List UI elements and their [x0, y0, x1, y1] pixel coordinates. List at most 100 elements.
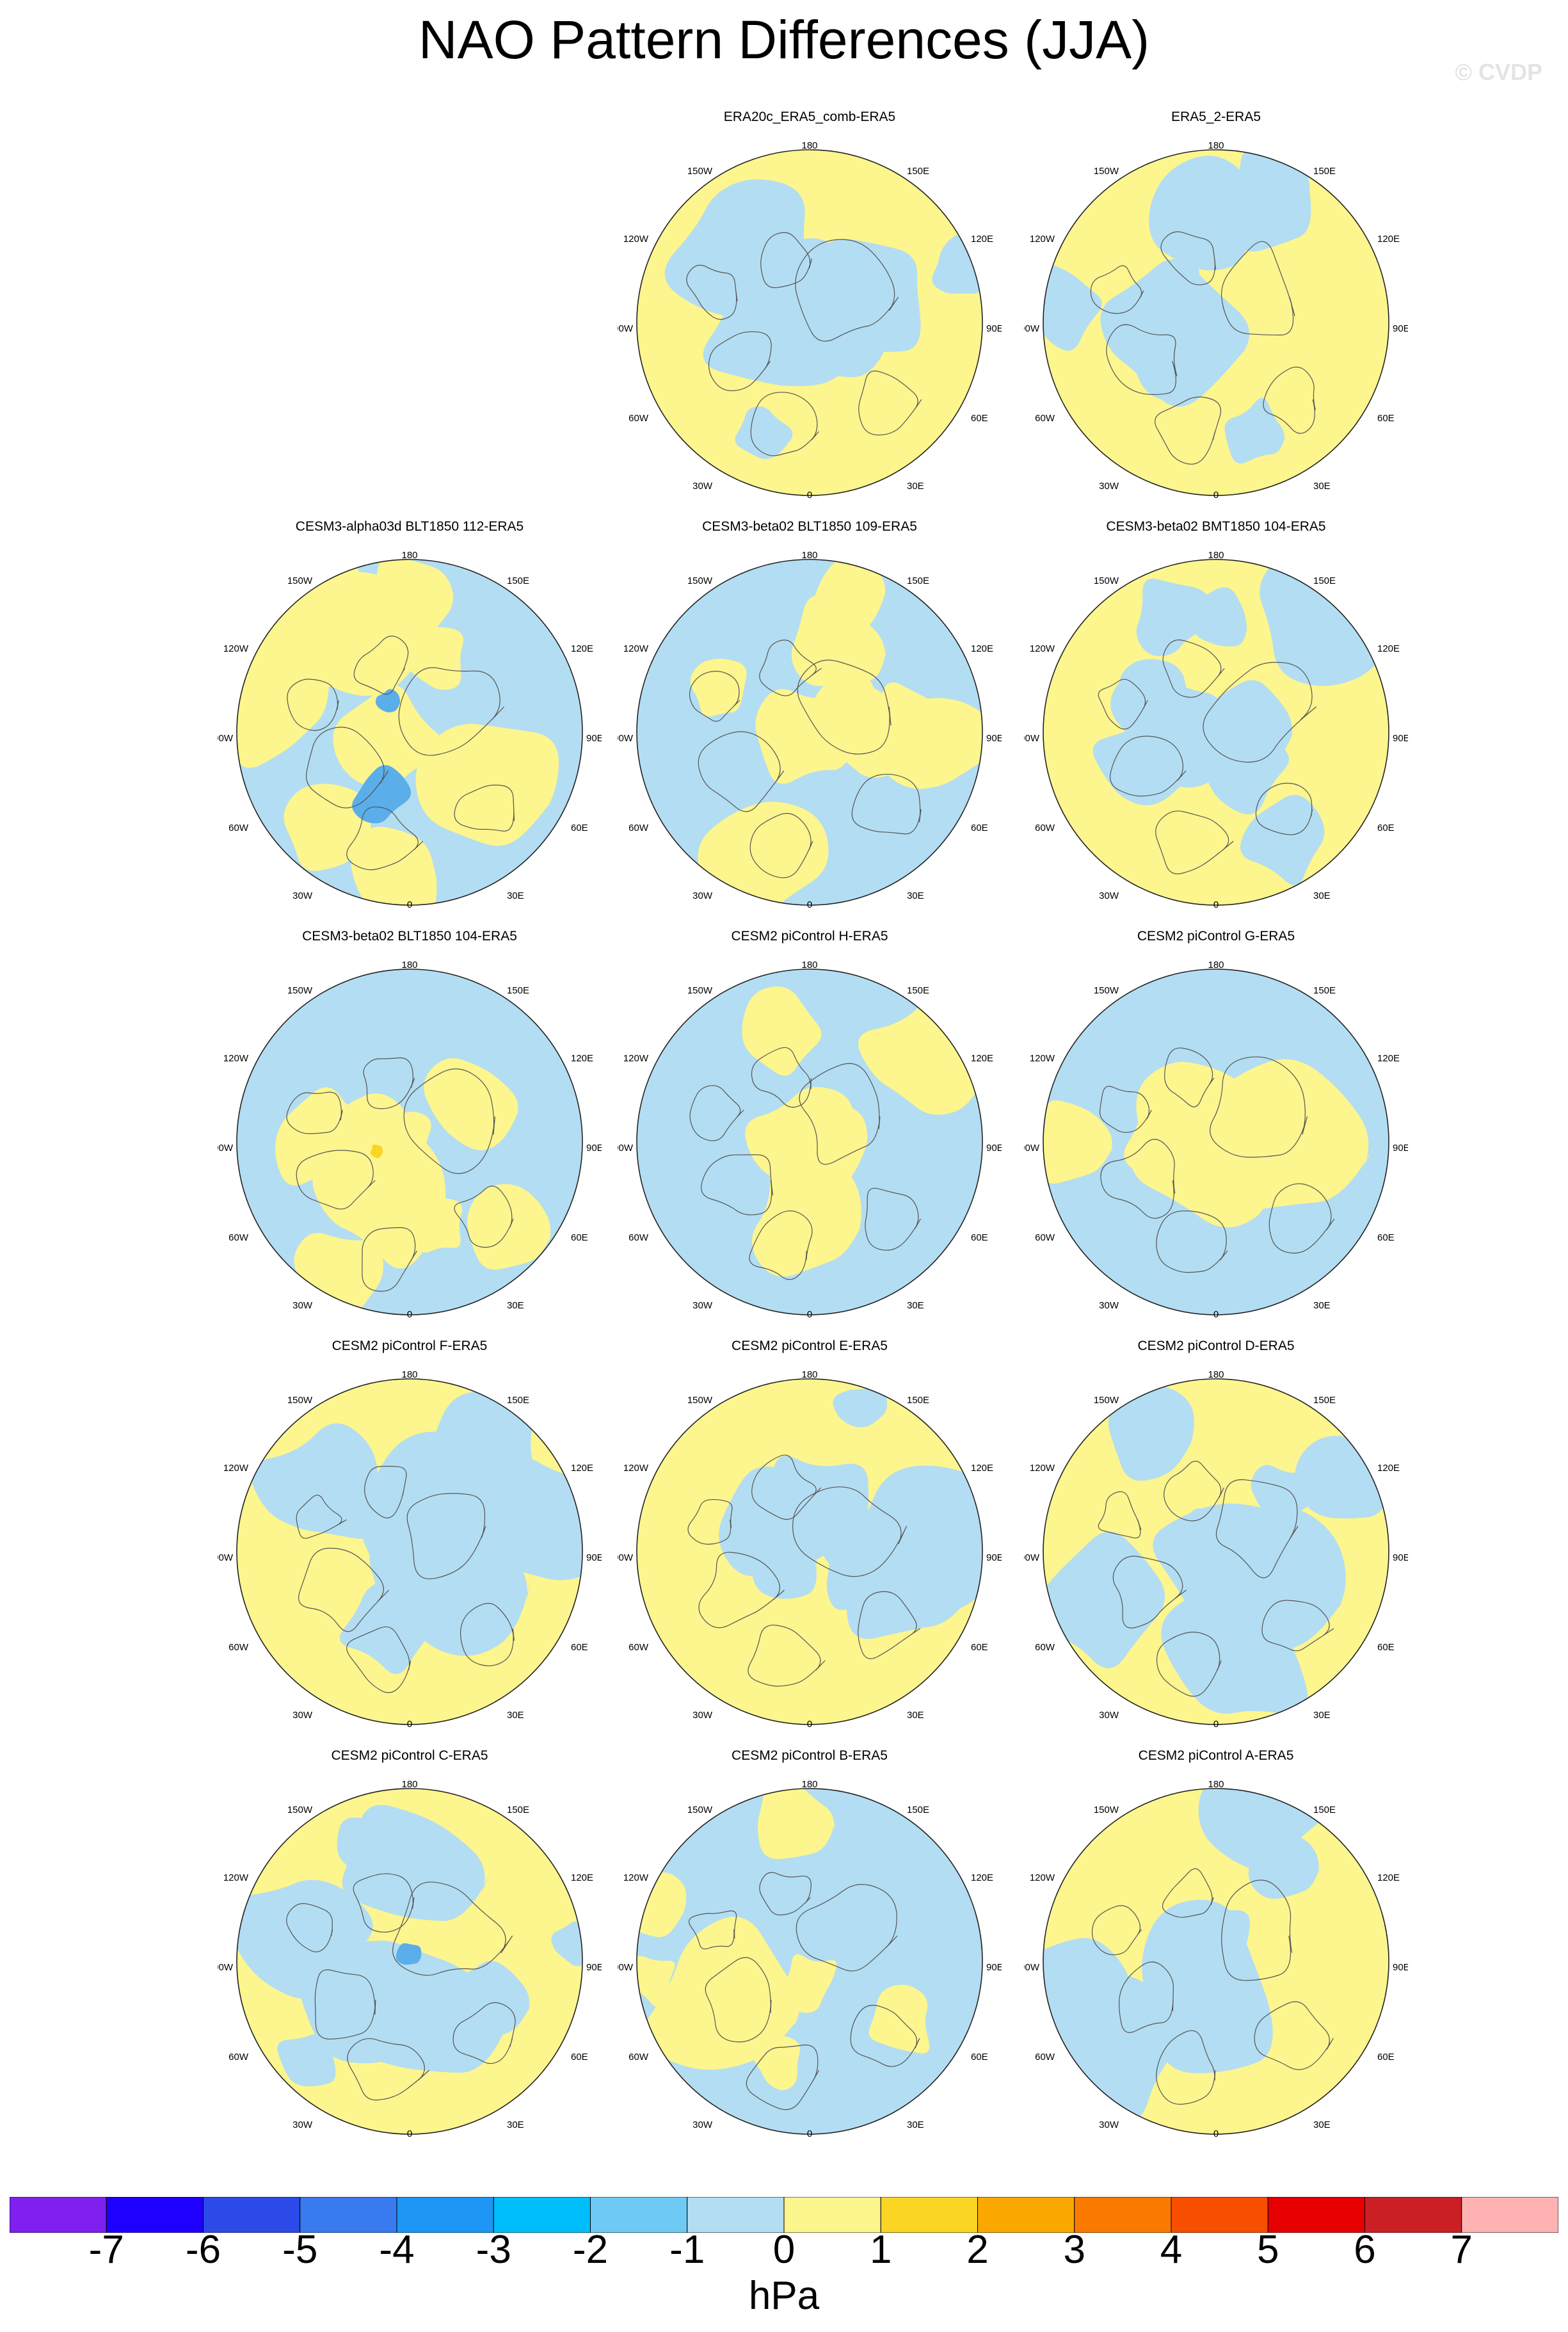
longitude-label: 180: [1208, 1369, 1224, 1380]
anomaly-region: [351, 826, 438, 905]
longitude-label: 120E: [571, 1872, 593, 1883]
anomaly-region: [1248, 1833, 1321, 1899]
longitude-label: 60E: [971, 823, 988, 833]
coastline: [1099, 1086, 1152, 1133]
colorbar-tick-label: -1: [669, 2228, 705, 2272]
longitude-label: 150E: [1313, 1805, 1336, 1815]
longitude-label: 90W: [218, 1143, 234, 1154]
longitude-label: 60W: [1035, 1642, 1055, 1653]
longitude-label: 60E: [971, 1232, 988, 1243]
colorbar-box: [1461, 2197, 1558, 2233]
coastline: [792, 1486, 908, 1577]
longitude-label: 120W: [1030, 1053, 1055, 1064]
coastline: [454, 784, 515, 832]
anomaly-region: [1043, 1100, 1116, 1184]
panel-title: CESM3-beta02 BLT1850 104-ERA5: [302, 929, 517, 944]
anomaly-region: [1120, 659, 1188, 718]
coastline: [1090, 265, 1144, 314]
longitude-label: 180: [1208, 140, 1224, 151]
colorbar-tick-label: 1: [870, 2228, 892, 2272]
polar-map: 180 0 150W 150E 120W 120E 90W 90E 60W 60E 30W 30E: [1024, 1369, 1408, 1730]
longitude-label: 90E: [986, 1962, 1002, 1973]
longitude-label: 120E: [971, 234, 993, 245]
longitude-label: 150W: [1094, 985, 1119, 996]
longitude-label: 30E: [907, 890, 924, 901]
longitude-label: 90W: [218, 1552, 234, 1563]
anomaly-region: [758, 1789, 837, 1860]
longitude-label: 90E: [1393, 733, 1408, 744]
colorbar-tick-label: 3: [1063, 2228, 1085, 2272]
coastline: [1156, 2030, 1216, 2105]
longitude-label: 60E: [1377, 413, 1395, 424]
longitude-label: 60E: [571, 1642, 588, 1653]
longitude-label: 150W: [687, 985, 713, 996]
longitude-label: 120W: [1030, 643, 1055, 654]
anomaly-core: [375, 689, 401, 712]
longitude-label: 30E: [907, 2119, 924, 2130]
polar-map: 180 0 150W 150E 120W 120E 90W 90E 60W 60E 30W 30E: [618, 1369, 1002, 1730]
longitude-label: 90W: [218, 1962, 234, 1973]
longitude-label: 90E: [986, 1552, 1002, 1563]
longitude-label: 90W: [618, 323, 634, 334]
anomaly-region: [735, 406, 797, 459]
coastline: [346, 806, 424, 871]
coastline: [346, 1626, 412, 1693]
colorbar-tick-label: -5: [282, 2228, 318, 2272]
map-panel: CESM3-beta02 BLT1850 109-ERA5 180 0 150W 150…: [618, 519, 1002, 915]
anomaly-region: [342, 1805, 493, 1921]
longitude-label: 120W: [1030, 1872, 1055, 1883]
map-border: [236, 559, 583, 906]
longitude-label: 30E: [507, 890, 524, 901]
longitude-label: 90W: [1024, 1552, 1040, 1563]
panel-title: CESM2 piControl A-ERA5: [1138, 1748, 1294, 1763]
coastline: [286, 1091, 343, 1134]
longitude-label: 150W: [1094, 1395, 1119, 1406]
map-panel: CESM2 piControl A-ERA5 180 0 150W 150E 120W 12…: [1024, 1748, 1408, 2144]
map-border: [636, 559, 983, 906]
longitude-label: 90E: [586, 1962, 602, 1973]
polar-map: 180 0 150W 150E 120W 120E 90W 90E 60W 60E 30W 30E: [1024, 550, 1408, 910]
coastline: [746, 2045, 820, 2111]
polar-map: 180 0 150W 150E 120W 120E 90W 90E 60W 60E 30W 30E: [1024, 1779, 1408, 2139]
coastline: [347, 2038, 430, 2101]
longitude-label: 30W: [692, 481, 713, 492]
anomaly-region: [284, 784, 373, 871]
coastline: [698, 1552, 785, 1628]
longitude-label: 150E: [907, 1805, 929, 1815]
colorbar-box: [880, 2197, 978, 2233]
longitude-label: 180: [401, 550, 417, 561]
colorbar-box: [590, 2197, 688, 2233]
longitude-label: 120E: [971, 1053, 993, 1064]
anomaly-region: [1260, 559, 1389, 686]
colorbar-box: [783, 2197, 881, 2233]
colorbar-tick-label: -2: [572, 2228, 609, 2272]
coastline: [858, 370, 922, 436]
anomaly-region: [1100, 259, 1261, 407]
coastline: [701, 1154, 774, 1216]
longitude-label: 60E: [971, 2052, 988, 2063]
panel-title: CESM2 piControl H-ERA5: [731, 929, 888, 944]
anomaly-region: [1160, 266, 1200, 316]
coastline: [865, 1187, 921, 1251]
colorbar-box: [687, 2197, 785, 2233]
page-title: NAO Pattern Differences (JJA): [418, 10, 1150, 70]
coastline: [452, 2002, 516, 2064]
colorbar-tick-label: 2: [966, 2228, 989, 2272]
map-border: [636, 1788, 983, 2135]
longitude-label: 30W: [292, 2119, 313, 2130]
anomaly-region: [1294, 1436, 1389, 1519]
longitude-label: 120W: [223, 643, 249, 654]
longitude-label: 90W: [1024, 1962, 1040, 1973]
longitude-label: 120W: [623, 234, 649, 245]
anomaly-region: [790, 1089, 869, 1185]
longitude-label: 60E: [1377, 1642, 1395, 1653]
longitude-label: 60W: [228, 823, 249, 833]
longitude-label: 90W: [618, 1143, 634, 1154]
longitude-label: 180: [401, 960, 417, 970]
coastline: [759, 639, 822, 696]
anomaly-region: [820, 686, 913, 778]
coastline: [296, 1495, 347, 1539]
longitude-label: 60W: [1035, 823, 1055, 833]
longitude-label: 0: [1213, 1719, 1219, 1730]
anomaly-region: [294, 1233, 386, 1315]
